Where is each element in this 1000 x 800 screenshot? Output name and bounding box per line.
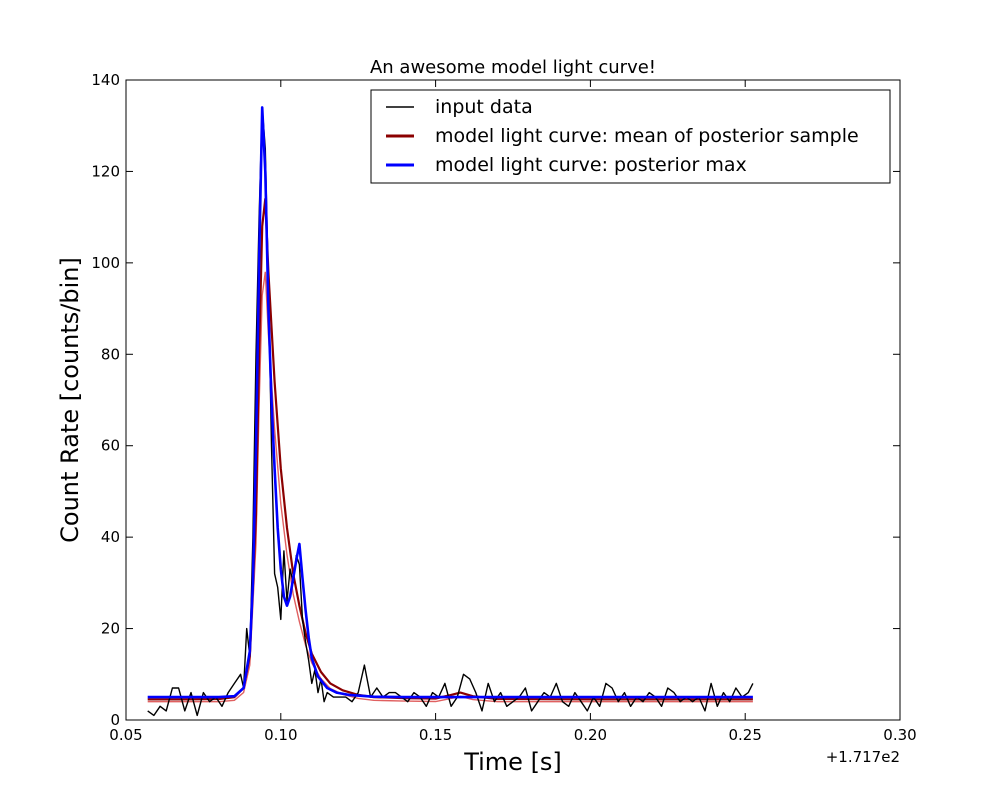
chart-title: An awesome model light curve!: [370, 57, 656, 78]
legend: input data model light curve: mean of pos…: [370, 89, 891, 184]
legend-box: [370, 89, 891, 184]
x-tick-label: 0.25: [728, 726, 761, 744]
legend-entry-label: model light curve: mean of posterior sam…: [435, 125, 859, 147]
y-tick-label: 140: [91, 71, 120, 89]
y-tick-label: 80: [101, 345, 120, 363]
x-tick-label: 0.15: [419, 726, 452, 744]
y-tick-label: 0: [110, 711, 120, 729]
series-line-2: [147, 106, 753, 699]
posterior-sample-line: [147, 271, 753, 703]
axes: 0.05 0.10 0.15 0.20 0.25 0.30 0 20 40 60 80 100 120 1…: [91, 71, 916, 744]
x-tick-label: 0.30: [883, 726, 916, 744]
legend-entry-label: input data: [435, 96, 533, 118]
x-tick-label: 0.05: [109, 726, 142, 744]
y-tick-label: 100: [91, 254, 120, 272]
y-tick-label: 60: [101, 437, 120, 455]
axes-frame: [125, 79, 901, 721]
series-line-0: [147, 106, 754, 717]
plot-area: [147, 106, 754, 717]
legend-entry-label: model light curve: posterior max: [435, 154, 747, 176]
x-axis-title: Time [s]: [463, 748, 562, 776]
x-tick-label: 0.10: [264, 726, 297, 744]
y-axis-title: Count Rate [counts/bin]: [56, 257, 84, 543]
x-tick-label: 0.20: [574, 726, 607, 744]
y-tick-label: 120: [91, 162, 120, 180]
x-axis-offset-label: +1.717e2: [826, 748, 900, 766]
series-line-1: [147, 197, 753, 701]
y-tick-label: 40: [101, 528, 120, 546]
y-tick-label: 20: [101, 620, 120, 638]
